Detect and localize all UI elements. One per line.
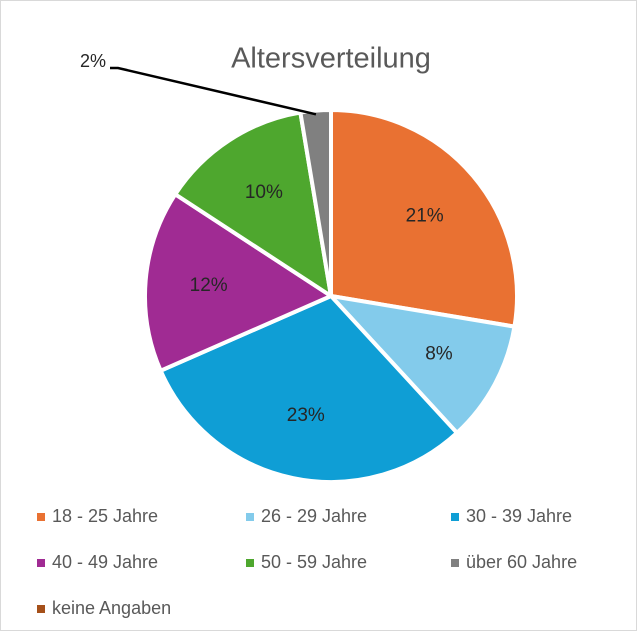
legend-label: keine Angaben xyxy=(52,598,171,618)
data-label: 23% xyxy=(287,405,325,426)
legend-swatch xyxy=(37,559,45,567)
legend-swatch xyxy=(246,559,254,567)
data-label: 10% xyxy=(245,182,283,203)
legend-label: 50 - 59 Jahre xyxy=(261,552,367,572)
pie-slice xyxy=(329,107,519,329)
data-label: 21% xyxy=(406,206,444,227)
legend-swatch xyxy=(451,513,459,521)
leader-line xyxy=(110,66,317,116)
data-label: 12% xyxy=(190,275,228,296)
legend-swatch xyxy=(37,605,45,613)
legend-label: 40 - 49 Jahre xyxy=(52,552,158,572)
legend-swatch xyxy=(451,559,459,567)
legend-label: 18 - 25 Jahre xyxy=(52,506,158,526)
pie-slice xyxy=(298,107,333,297)
legend-label: 30 - 39 Jahre xyxy=(466,506,572,526)
legend-swatch xyxy=(246,513,254,521)
legend-swatch xyxy=(37,513,45,521)
pie-slice xyxy=(325,293,517,436)
pie-slice xyxy=(172,110,334,301)
data-label: 8% xyxy=(425,343,453,364)
legend-label: 26 - 29 Jahre xyxy=(261,506,367,526)
data-label: 2% xyxy=(80,51,106,71)
chart-title: Altersverteilung xyxy=(231,43,431,75)
legend-label: über 60 Jahre xyxy=(466,552,577,572)
pie-slice xyxy=(158,293,460,484)
pie-slice xyxy=(143,191,336,374)
